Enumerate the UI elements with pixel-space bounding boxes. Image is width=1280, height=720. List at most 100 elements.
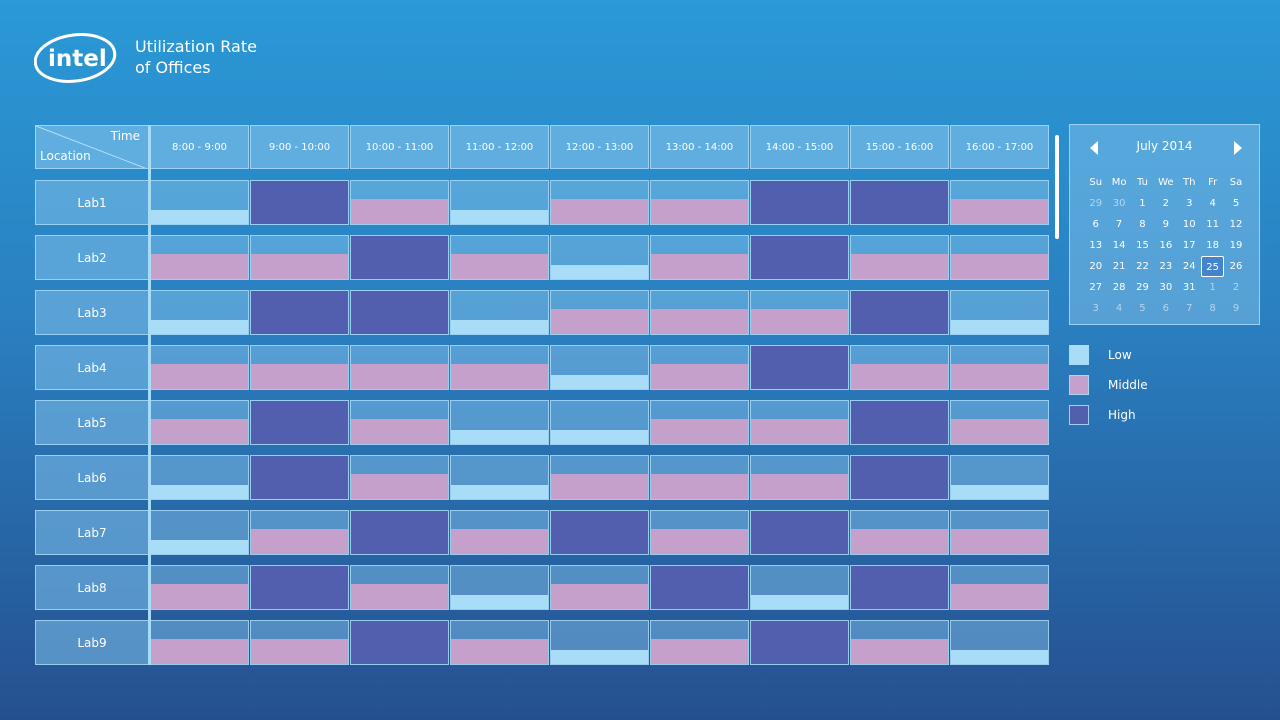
utilization-cell[interactable] xyxy=(250,620,349,665)
row-label-lab9[interactable]: Lab9 xyxy=(35,620,149,665)
utilization-cell[interactable] xyxy=(650,290,749,335)
calendar-day-selected[interactable]: 25 xyxy=(1200,256,1225,277)
calendar-day[interactable]: 29 xyxy=(1136,282,1149,293)
utilization-cell[interactable] xyxy=(650,620,749,665)
grid-scrollbar[interactable] xyxy=(1055,135,1059,239)
utilization-cell[interactable] xyxy=(450,290,549,335)
calendar-day[interactable]: 11 xyxy=(1206,219,1220,230)
utilization-cell[interactable] xyxy=(150,345,249,390)
calendar-day[interactable]: 8 xyxy=(1139,219,1146,230)
calendar-day[interactable]: 4 xyxy=(1115,303,1123,314)
calendar-day[interactable]: 6 xyxy=(1162,303,1170,314)
utilization-cell[interactable] xyxy=(450,235,549,280)
utilization-cell[interactable] xyxy=(850,345,949,390)
row-label-lab3[interactable]: Lab3 xyxy=(35,290,149,335)
calendar-day[interactable]: 2 xyxy=(1162,198,1170,209)
chevron-right-icon[interactable] xyxy=(1234,141,1242,155)
utilization-cell[interactable] xyxy=(750,455,849,500)
row-label-lab7[interactable]: Lab7 xyxy=(35,510,149,555)
calendar-day[interactable]: 5 xyxy=(1232,198,1240,209)
calendar-day[interactable]: 6 xyxy=(1092,219,1099,230)
chevron-left-icon[interactable] xyxy=(1090,141,1098,155)
calendar-day[interactable]: 1 xyxy=(1209,282,1216,293)
calendar-day[interactable]: 30 xyxy=(1159,282,1173,293)
calendar-day[interactable]: 3 xyxy=(1092,303,1099,314)
calendar-day[interactable]: 9 xyxy=(1232,303,1240,314)
utilization-cell[interactable] xyxy=(350,455,449,500)
utilization-cell[interactable] xyxy=(850,400,949,445)
calendar-day[interactable]: 7 xyxy=(1186,303,1193,314)
utilization-cell[interactable] xyxy=(650,455,749,500)
utilization-cell[interactable] xyxy=(450,180,549,225)
row-label-lab6[interactable]: Lab6 xyxy=(35,455,149,500)
utilization-cell[interactable] xyxy=(950,620,1049,665)
utilization-cell[interactable] xyxy=(750,400,849,445)
calendar-day[interactable]: 3 xyxy=(1186,198,1193,209)
calendar-day[interactable]: 4 xyxy=(1209,198,1216,209)
calendar-day[interactable]: 31 xyxy=(1182,282,1196,293)
calendar-day[interactable]: 26 xyxy=(1229,261,1243,272)
utilization-cell[interactable] xyxy=(950,510,1049,555)
utilization-cell[interactable] xyxy=(150,180,249,225)
utilization-cell[interactable] xyxy=(750,180,849,225)
calendar-day[interactable]: 18 xyxy=(1206,240,1220,251)
utilization-cell[interactable] xyxy=(550,235,649,280)
utilization-cell[interactable] xyxy=(650,510,749,555)
utilization-cell[interactable] xyxy=(750,235,849,280)
utilization-cell[interactable] xyxy=(650,180,749,225)
utilization-cell[interactable] xyxy=(750,565,849,610)
utilization-cell[interactable] xyxy=(650,400,749,445)
calendar-day[interactable]: 28 xyxy=(1112,282,1126,293)
utilization-cell[interactable] xyxy=(250,290,349,335)
utilization-cell[interactable] xyxy=(850,290,949,335)
utilization-cell[interactable] xyxy=(750,290,849,335)
row-label-lab1[interactable]: Lab1 xyxy=(35,180,149,225)
utilization-cell[interactable] xyxy=(950,290,1049,335)
utilization-cell[interactable] xyxy=(850,455,949,500)
calendar-day[interactable]: 23 xyxy=(1159,261,1173,272)
utilization-cell[interactable] xyxy=(150,510,249,555)
utilization-cell[interactable] xyxy=(150,620,249,665)
utilization-cell[interactable] xyxy=(750,510,849,555)
utilization-cell[interactable] xyxy=(950,455,1049,500)
calendar-day[interactable]: 1 xyxy=(1139,198,1146,209)
calendar-day[interactable]: 7 xyxy=(1115,219,1123,230)
utilization-cell[interactable] xyxy=(250,510,349,555)
utilization-cell[interactable] xyxy=(250,345,349,390)
utilization-cell[interactable] xyxy=(750,345,849,390)
utilization-cell[interactable] xyxy=(550,455,649,500)
calendar-day[interactable]: 2 xyxy=(1232,282,1240,293)
calendar-day[interactable]: 16 xyxy=(1159,240,1173,251)
utilization-cell[interactable] xyxy=(950,400,1049,445)
calendar-day[interactable]: 27 xyxy=(1089,282,1103,293)
utilization-cell[interactable] xyxy=(850,180,949,225)
utilization-cell[interactable] xyxy=(150,565,249,610)
utilization-cell[interactable] xyxy=(550,180,649,225)
utilization-cell[interactable] xyxy=(250,180,349,225)
calendar-day[interactable]: 15 xyxy=(1136,240,1149,251)
utilization-cell[interactable] xyxy=(850,565,949,610)
utilization-cell[interactable] xyxy=(850,620,949,665)
utilization-cell[interactable] xyxy=(350,345,449,390)
calendar-day[interactable]: 29 xyxy=(1089,198,1103,209)
row-label-lab8[interactable]: Lab8 xyxy=(35,565,149,610)
utilization-cell[interactable] xyxy=(850,510,949,555)
utilization-cell[interactable] xyxy=(350,235,449,280)
utilization-cell[interactable] xyxy=(350,510,449,555)
utilization-cell[interactable] xyxy=(250,455,349,500)
utilization-cell[interactable] xyxy=(950,180,1049,225)
row-label-lab5[interactable]: Lab5 xyxy=(35,400,149,445)
utilization-cell[interactable] xyxy=(350,400,449,445)
calendar-day[interactable]: 5 xyxy=(1139,303,1146,314)
utilization-cell[interactable] xyxy=(350,565,449,610)
utilization-cell[interactable] xyxy=(850,235,949,280)
calendar-day[interactable]: 21 xyxy=(1112,261,1126,272)
row-label-lab4[interactable]: Lab4 xyxy=(35,345,149,390)
utilization-cell[interactable] xyxy=(950,565,1049,610)
utilization-cell[interactable] xyxy=(350,290,449,335)
utilization-cell[interactable] xyxy=(650,565,749,610)
calendar-day[interactable]: 30 xyxy=(1112,198,1126,209)
utilization-cell[interactable] xyxy=(550,620,649,665)
utilization-cell[interactable] xyxy=(350,180,449,225)
utilization-cell[interactable] xyxy=(550,565,649,610)
